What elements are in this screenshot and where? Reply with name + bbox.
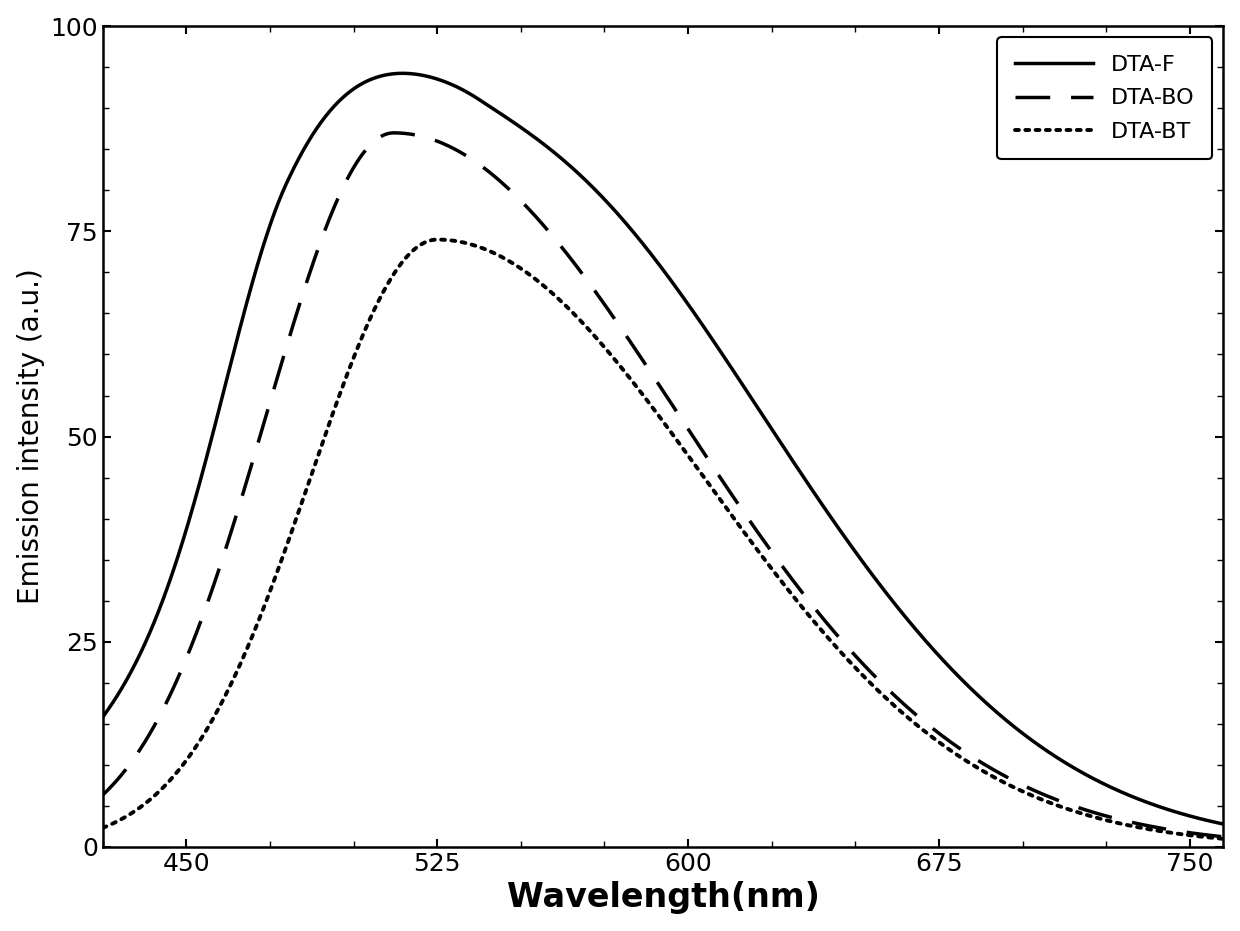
DTA-BO bbox=[1194, 829, 1209, 840]
DTA-BT bbox=[574, 316, 589, 327]
DTA-F bbox=[290, 156, 305, 168]
Legend: DTA-F, DTA-BO, DTA-BT: DTA-F, DTA-BO, DTA-BT bbox=[997, 37, 1213, 159]
DTA-F bbox=[223, 359, 238, 371]
Line: DTA-BO: DTA-BO bbox=[103, 133, 1224, 837]
DTA-BO bbox=[574, 267, 589, 278]
DTA-BO bbox=[95, 789, 110, 801]
DTA-BO bbox=[1216, 831, 1231, 843]
DTA-BO bbox=[1074, 803, 1089, 814]
DTA-BO bbox=[290, 306, 305, 317]
DTA-BT bbox=[95, 822, 110, 833]
DTA-BT bbox=[290, 511, 305, 522]
Y-axis label: Emission intensity (a.u.): Emission intensity (a.u.) bbox=[16, 269, 45, 604]
DTA-BT bbox=[526, 272, 541, 283]
DTA-BT bbox=[1074, 808, 1089, 819]
DTA-BT bbox=[223, 680, 238, 691]
Line: DTA-BT: DTA-BT bbox=[103, 239, 1224, 839]
DTA-F bbox=[95, 711, 110, 722]
DTA-F bbox=[526, 130, 541, 142]
DTA-F bbox=[396, 68, 410, 79]
DTA-BO bbox=[526, 208, 541, 219]
DTA-F bbox=[1074, 766, 1089, 777]
DTA-BT bbox=[1194, 831, 1209, 843]
DTA-F bbox=[1216, 818, 1231, 830]
Line: DTA-F: DTA-F bbox=[103, 74, 1224, 824]
DTA-BT bbox=[430, 234, 445, 245]
DTA-F bbox=[574, 170, 589, 182]
DTA-BO bbox=[223, 528, 238, 539]
DTA-F bbox=[1194, 814, 1209, 825]
DTA-BO bbox=[387, 128, 402, 139]
DTA-BT bbox=[1216, 833, 1231, 844]
X-axis label: Wavelength(nm): Wavelength(nm) bbox=[507, 882, 820, 914]
